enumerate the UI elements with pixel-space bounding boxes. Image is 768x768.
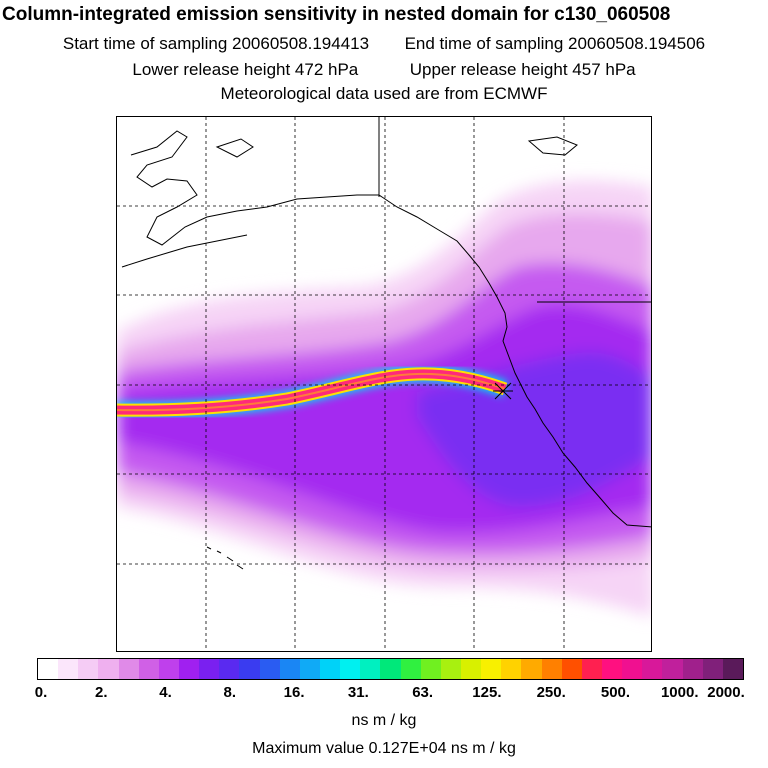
colorbar-segment bbox=[521, 659, 542, 679]
colorbar-tick-label: 2000. bbox=[707, 684, 745, 701]
colorbar-segment bbox=[561, 659, 582, 679]
colorbar bbox=[37, 658, 744, 680]
colorbar-segment bbox=[239, 659, 260, 679]
colorbar-segment bbox=[380, 659, 401, 679]
colorbar-segment bbox=[581, 659, 602, 679]
colorbar-segment bbox=[702, 659, 723, 679]
max-value: Maximum value 0.127E+04 ns m / kg bbox=[252, 740, 516, 757]
units-label: ns m / kg bbox=[351, 712, 417, 729]
colorbar-segment bbox=[682, 659, 703, 679]
colorbar-tick-label: 1000. bbox=[660, 684, 699, 701]
release-heights: Lower release height 472 hPa Upper relea… bbox=[0, 60, 768, 80]
sampling-times: Start time of sampling 20060508.194413 E… bbox=[0, 34, 768, 54]
start-time: Start time of sampling 20060508.194413 bbox=[62, 34, 370, 53]
colorbar-segment bbox=[259, 659, 280, 679]
colorbar-segment bbox=[420, 659, 441, 679]
colorbar-segment bbox=[481, 659, 502, 679]
colorbar-segment bbox=[78, 659, 99, 679]
release-point-marker bbox=[493, 382, 513, 400]
upper-release: Upper release height 457 hPa bbox=[409, 60, 636, 79]
colorbar-tick-label: 250. bbox=[536, 684, 566, 701]
colorbar-segment bbox=[98, 659, 119, 679]
colorbar-segment bbox=[319, 659, 341, 679]
colorbar-segment bbox=[58, 659, 79, 679]
plot-title: Column-integrated emission sensitivity i… bbox=[2, 4, 671, 25]
colorbar-segment bbox=[178, 659, 200, 679]
colorbar-segment bbox=[219, 659, 240, 679]
colorbar-segment bbox=[541, 659, 562, 679]
sensitivity-map bbox=[116, 116, 652, 652]
colorbar-segment bbox=[340, 659, 361, 679]
colorbar-tick-label: 4. bbox=[159, 684, 172, 701]
colorbar-tick-label: 500. bbox=[600, 684, 631, 701]
colorbar-segment bbox=[722, 659, 743, 679]
colorbar-segment bbox=[38, 659, 59, 679]
colorbar-segment bbox=[622, 659, 643, 679]
colorbar-segment bbox=[299, 659, 320, 679]
colorbar-segment bbox=[601, 659, 623, 679]
colorbar-segment bbox=[158, 659, 179, 679]
colorbar-tick-label: 0. bbox=[34, 684, 48, 701]
colorbar-segment bbox=[279, 659, 300, 679]
colorbar-tick-label: 63. bbox=[412, 684, 434, 701]
colorbar-tick-label: 2. bbox=[95, 684, 108, 701]
coastlines bbox=[121, 117, 651, 570]
colorbar-segment bbox=[642, 659, 663, 679]
colorbar-tick-label: 125. bbox=[472, 684, 502, 701]
colorbar-segment bbox=[138, 659, 159, 679]
colorbar-tick-label: 16. bbox=[283, 684, 305, 701]
plume bbox=[117, 365, 508, 419]
colorbar-segment bbox=[440, 659, 461, 679]
colorbar-segment bbox=[118, 659, 139, 679]
graticule bbox=[117, 117, 651, 651]
met-source: Meteorological data used are from ECMWF bbox=[220, 84, 548, 103]
lower-release: Lower release height 472 hPa bbox=[132, 60, 359, 79]
colorbar-segment bbox=[501, 659, 522, 679]
colorbar-tick-label: 31. bbox=[347, 684, 369, 701]
colorbar-segment bbox=[199, 659, 220, 679]
end-time: End time of sampling 20060508.194506 bbox=[404, 34, 706, 53]
colorbar-segment bbox=[460, 659, 482, 679]
colorbar-segment bbox=[360, 659, 381, 679]
map-canvas bbox=[117, 117, 651, 651]
colorbar-segment bbox=[662, 659, 683, 679]
colorbar-segment bbox=[400, 659, 421, 679]
sensitivity-field bbox=[117, 180, 651, 617]
colorbar-tick-label: 8. bbox=[223, 684, 237, 701]
